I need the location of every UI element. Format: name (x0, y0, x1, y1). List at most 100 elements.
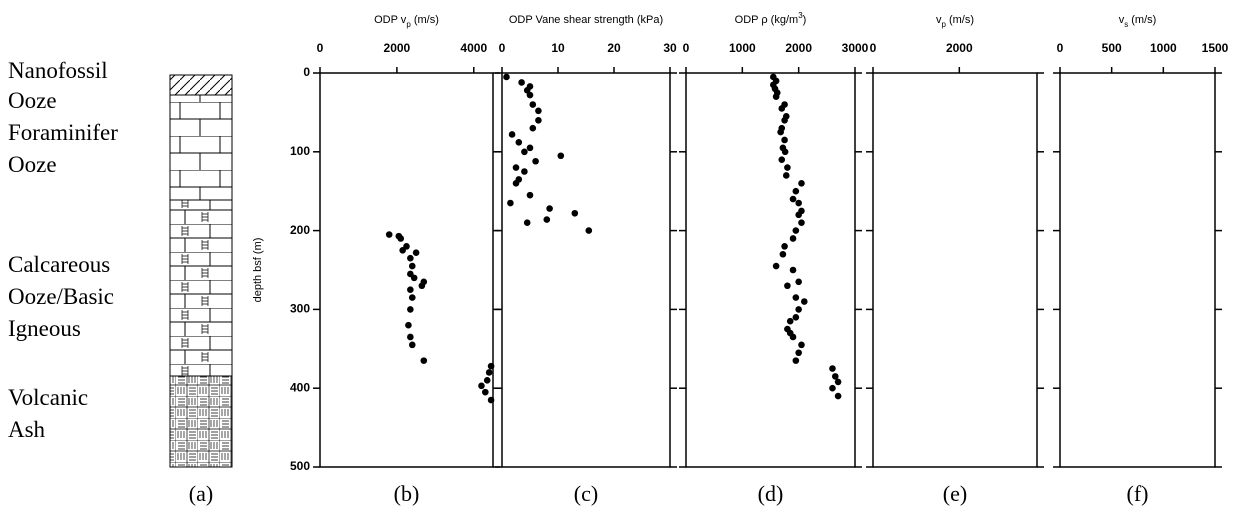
data-point (487, 362, 495, 370)
y-tick-label: 500 (290, 459, 310, 473)
panel-title: ODP Vane shear strength (kPa) (509, 14, 663, 26)
data-point (526, 191, 534, 199)
title-part: (m/s) (411, 14, 439, 26)
data-point (532, 157, 539, 165)
data-point (829, 365, 836, 372)
panel-title: ODP ρ (kg/m3) (735, 11, 807, 26)
data-point (777, 128, 784, 136)
data-point (418, 282, 426, 290)
data-point (482, 388, 489, 396)
lithology-label: Foraminifer (8, 120, 118, 145)
x-tick-label: 2000 (384, 41, 411, 55)
data-point (585, 227, 593, 234)
data-point (781, 148, 789, 156)
panel-frame (501, 72, 671, 468)
title-part: v (1119, 14, 1125, 26)
panel-label: (d) (758, 481, 784, 506)
title-part: (m/s) (1128, 14, 1156, 26)
x-tick-label: 20 (607, 41, 621, 55)
data-point (518, 79, 525, 86)
data-point (535, 116, 542, 124)
title-part: 3 (798, 11, 803, 20)
data-point (487, 396, 495, 404)
data-point (523, 219, 531, 227)
title-part: p (941, 20, 946, 29)
y-tick-label: 0 (303, 65, 310, 79)
lithology-label: Volcanic (8, 385, 88, 410)
panel-title: ODP vp (m/s) (374, 14, 439, 29)
data-point (508, 131, 516, 138)
x-tick-label: 0 (317, 41, 324, 55)
lithology-label: Ooze/Basic (8, 284, 114, 309)
data-point (408, 294, 416, 301)
y-tick-label: 400 (290, 380, 310, 394)
data-point (478, 382, 485, 390)
title-part: s (1124, 20, 1128, 29)
x-tick-label: 1000 (1150, 41, 1177, 55)
data-point (792, 187, 800, 195)
data-point (521, 148, 528, 156)
data-point (515, 139, 523, 146)
data-point (399, 247, 406, 254)
data-point (483, 377, 491, 384)
data-point (792, 313, 800, 321)
panel-label: (f) (1127, 481, 1149, 506)
x-tick-label: 4000 (460, 41, 487, 55)
panel-label: (a) (189, 481, 213, 506)
calcareous-unit (169, 199, 233, 377)
x-tick-label: 500 (1102, 41, 1122, 55)
data-point (408, 262, 416, 270)
lithology-column (169, 74, 233, 468)
nanofossil-unit (169, 74, 233, 96)
x-tick-label: 0 (870, 41, 877, 55)
data-point (512, 164, 520, 171)
data-point (781, 243, 788, 250)
data-point (789, 195, 797, 203)
y-axis-label: depth bsf (m) (252, 238, 264, 303)
data-point (778, 156, 786, 163)
lithology-label: Igneous (8, 316, 81, 341)
data-point (829, 384, 836, 392)
data-point (795, 306, 802, 313)
data-point (546, 205, 553, 212)
data-point (798, 341, 805, 349)
data-point (529, 101, 537, 108)
title-part: ODP v (374, 14, 407, 26)
data-point (507, 199, 514, 207)
x-tick-label: 10 (551, 41, 565, 55)
data-point (784, 282, 791, 290)
data-point (781, 136, 788, 144)
x-tick-label: 0 (499, 41, 506, 55)
panel-frame (872, 72, 1038, 468)
data-point (526, 91, 534, 99)
title-part: ) (803, 14, 807, 26)
data-point (385, 231, 393, 238)
data-point (407, 286, 414, 294)
title-part: ODP Vane shear strength (kPa) (509, 14, 663, 26)
data-point (779, 250, 787, 258)
data-point (798, 180, 805, 187)
data-point (795, 211, 802, 219)
data-point (485, 369, 493, 376)
data-point (784, 164, 791, 171)
data-point (410, 274, 418, 282)
panel-label: (c) (574, 481, 598, 506)
data-point (801, 298, 808, 305)
panel-label: (e) (943, 481, 967, 506)
data-point (795, 278, 802, 286)
x-tick-label: 0 (1057, 41, 1064, 55)
data-point (571, 209, 579, 217)
data-point (834, 392, 842, 400)
data-point (526, 144, 534, 152)
x-tick-label: 30 (663, 41, 677, 55)
data-point (407, 306, 414, 313)
data-point (782, 172, 790, 179)
panel-frame (685, 72, 856, 468)
x-tick-label: 1500 (1202, 41, 1229, 55)
data-point (412, 249, 420, 256)
lithology-label: Ooze (8, 152, 57, 177)
data-point (521, 168, 528, 175)
data-point (789, 266, 797, 274)
data-point (535, 107, 542, 115)
